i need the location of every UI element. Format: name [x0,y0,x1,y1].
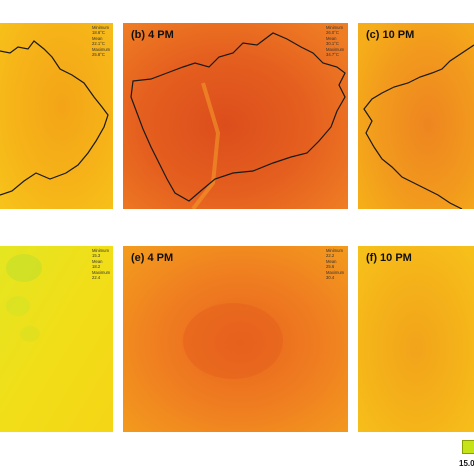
city-boundary-c [363,44,474,209]
panel-label-c: (c) 10 PM [366,29,415,41]
legend-min-label: 15.0 [459,459,474,468]
map-panel-b: (b) 4 PM Minimum 26.0°C Mean 30.1°C Maxi… [123,23,348,209]
temperature-raster-e [123,246,348,432]
stats-a: Minimum 18.6°C Mean 22.1°C Maximum 25.8°… [92,25,111,58]
map-panel-e: (e) 4 PM Minimum 22.2 Mean 25.6 Maximum … [123,246,348,432]
map-panel-c: (c) 10 PM [358,23,474,209]
city-boundary-b [130,32,346,202]
legend-swatch [462,440,474,454]
map-panel-a: Minimum 18.6°C Mean 22.1°C Maximum 25.8°… [0,23,113,209]
temperature-raster-b [123,23,348,209]
map-panel-f: (f) 10 PM [358,246,474,432]
panel-label-b: (b) 4 PM [131,29,174,41]
city-boundary-a [0,40,109,196]
stats-d: Minimum 15.3 Mean 18.2 Maximum 22.4 [92,248,111,281]
temperature-raster-f [358,246,474,432]
temperature-raster-a [0,23,113,209]
temperature-raster-d [0,246,113,432]
panel-label-f: (f) 10 PM [366,252,412,264]
map-panel-d: Minimum 15.3 Mean 18.2 Maximum 22.4 [0,246,113,432]
stats-e: Minimum 22.2 Mean 25.6 Maximum 30.4 [326,248,345,281]
temperature-raster-c [358,23,474,209]
stats-b: Minimum 26.0°C Mean 30.1°C Maximum 34.7°… [326,25,345,58]
panel-label-e: (e) 4 PM [131,252,174,264]
